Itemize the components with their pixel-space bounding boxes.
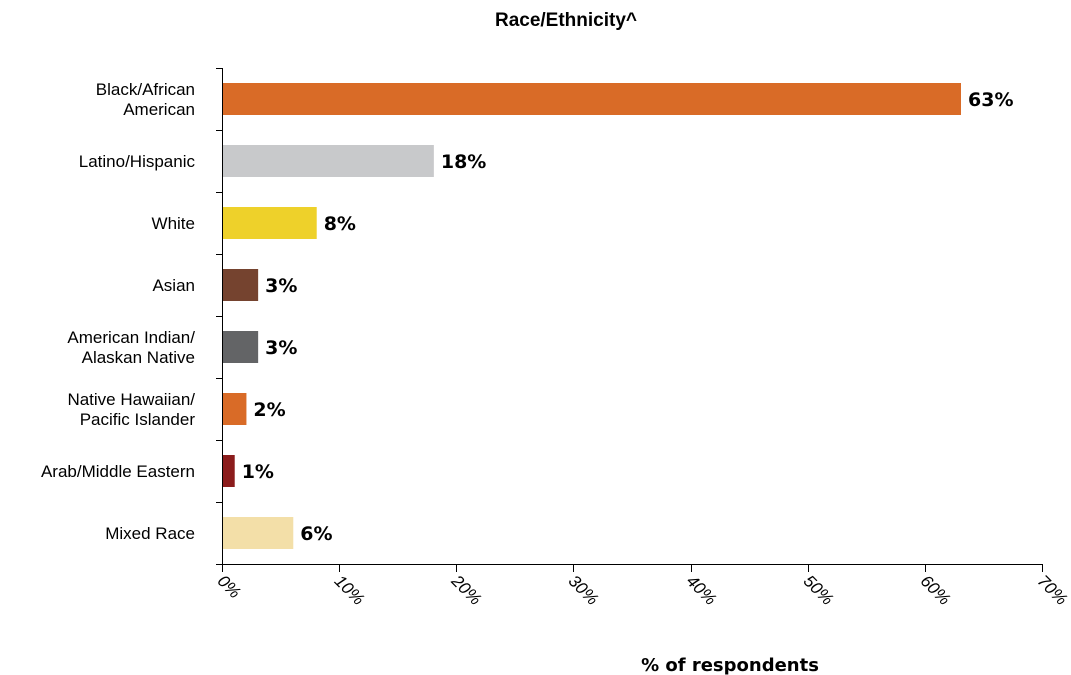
bar bbox=[223, 207, 317, 239]
data-label: 8% bbox=[324, 213, 356, 235]
category-label: White bbox=[152, 214, 195, 233]
x-tick-label: 0% bbox=[214, 571, 245, 602]
bar bbox=[223, 83, 961, 115]
bars-group bbox=[223, 83, 961, 549]
bar bbox=[223, 455, 235, 487]
x-tick-label: 20% bbox=[447, 571, 485, 609]
x-ticks-group: 0% 10% 20% 30% 40% 50% 60% 70% bbox=[214, 564, 1071, 609]
data-label: 1% bbox=[242, 461, 274, 483]
bar bbox=[223, 145, 434, 177]
category-label: Arab/Middle Eastern bbox=[41, 462, 195, 481]
data-label: 6% bbox=[300, 523, 332, 545]
x-tick-label: 30% bbox=[565, 571, 602, 608]
category-label: Latino/Hispanic bbox=[79, 152, 196, 171]
x-tick-label: 50% bbox=[800, 571, 837, 608]
category-label: American Indian/Alaskan Native bbox=[67, 328, 195, 367]
bar bbox=[223, 393, 247, 425]
x-axis-title: % of respondents bbox=[641, 655, 819, 675]
chart-title: Race/Ethnicity^ bbox=[495, 10, 637, 31]
category-label: Black/African American bbox=[96, 80, 195, 119]
bar bbox=[223, 269, 259, 301]
data-label: 3% bbox=[265, 275, 297, 297]
category-label: Asian bbox=[152, 276, 195, 295]
x-tick-label: 40% bbox=[683, 571, 720, 608]
x-tick-label: 70% bbox=[1034, 571, 1071, 608]
y-ticks-group bbox=[216, 68, 222, 565]
value-labels-group: 63% 18% 8% 3% 3% 2% 1% 6% bbox=[242, 89, 1014, 545]
bar bbox=[223, 331, 259, 363]
data-label: 18% bbox=[441, 151, 486, 173]
data-label: 63% bbox=[968, 89, 1013, 111]
x-tick-label: 60% bbox=[917, 571, 954, 608]
x-tick-label: 10% bbox=[331, 571, 368, 608]
category-labels-group: Black/African American Latino/Hispanic Whit… bbox=[41, 80, 196, 543]
data-label: 2% bbox=[253, 399, 285, 421]
category-label: Mixed Race bbox=[105, 524, 195, 543]
category-label: Native Hawaiian/Pacific Islander bbox=[67, 390, 195, 429]
data-label: 3% bbox=[265, 337, 297, 359]
bar bbox=[223, 517, 294, 549]
